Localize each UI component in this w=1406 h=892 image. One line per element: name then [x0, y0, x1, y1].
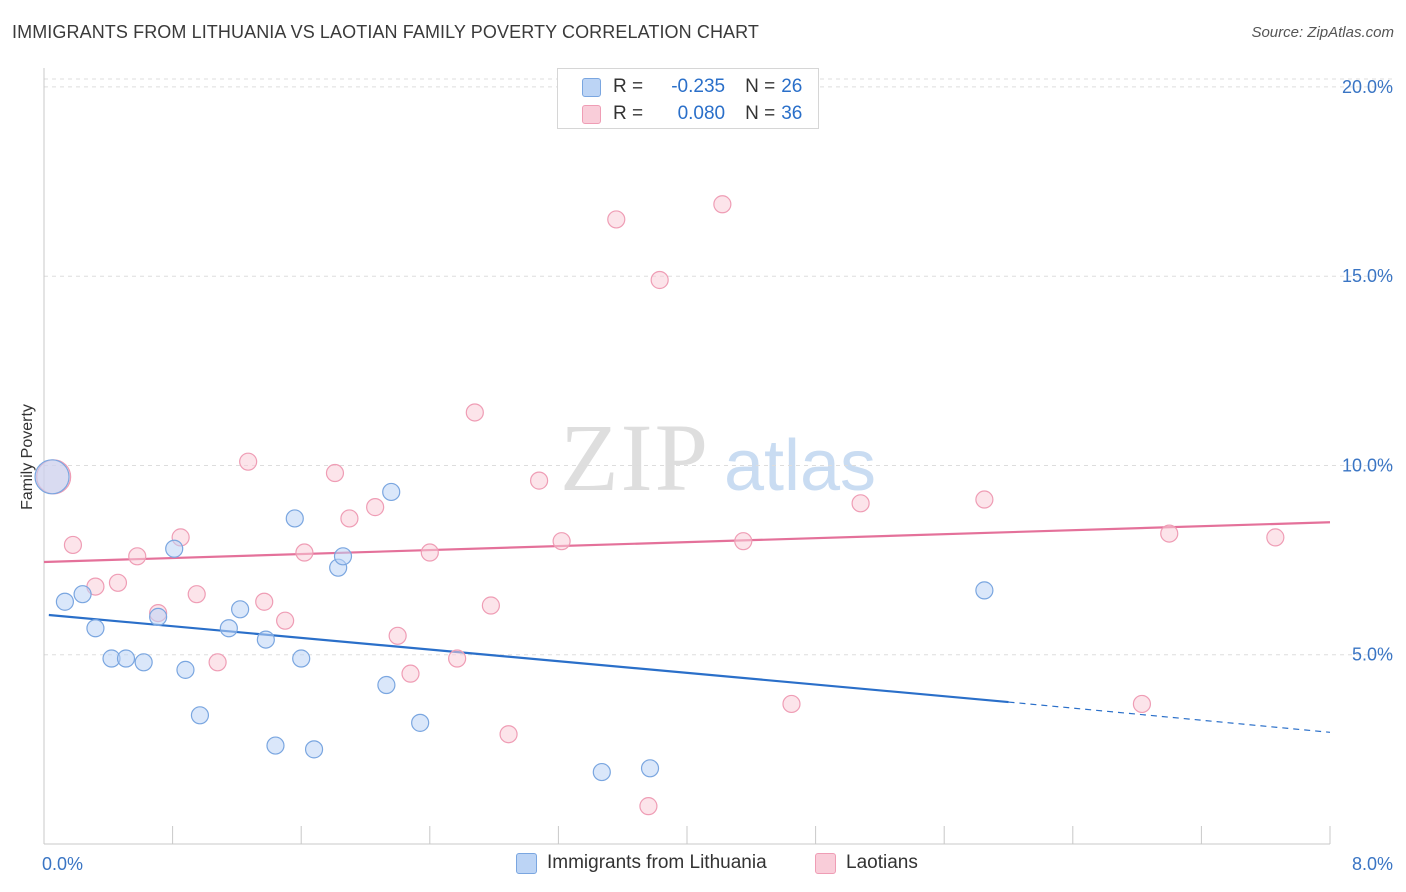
laotians-point [975, 490, 994, 509]
x-tick-label: 8.0% [1352, 854, 1393, 874]
laotians-point [734, 532, 753, 551]
legend-swatch-pink [815, 852, 836, 874]
laotians-point [255, 592, 274, 611]
laotians-point [448, 649, 467, 668]
lithuania-point [176, 660, 195, 679]
legend-r-value: 0.080 [677, 103, 726, 124]
lithuania-point [73, 585, 92, 604]
watermark-zip: ZIP [560, 404, 710, 511]
laotians-point [481, 596, 500, 615]
legend-row-lithuania: R = -0.235 N = 26 [582, 76, 802, 98]
legend-r-label: R = [613, 76, 644, 97]
legend-n-value: 26 [781, 76, 803, 97]
laotians-trend-line [43, 521, 1331, 564]
legend-item-lithuania[interactable]: Immigrants from Lithuania [516, 852, 767, 874]
y-tick-label: 5.0% [1352, 645, 1393, 665]
lithuania-point [411, 713, 430, 732]
watermark-atlas: atlas [724, 426, 876, 506]
lithuania-point [592, 762, 611, 782]
laotians-point [639, 797, 658, 816]
laotians-point [276, 611, 295, 630]
laotians-point [650, 270, 669, 290]
trend-lines [43, 521, 1331, 733]
lithuania-point [231, 600, 250, 619]
laotians-point [552, 532, 571, 551]
tick-labels: 5.0% 10.0% 15.0% 20.0% 0.0% 8.0% [42, 77, 1393, 874]
laotians-point [108, 573, 128, 592]
legend-r-value: -0.235 [671, 76, 726, 97]
correlation-legend: R = -0.235 N = 26 R = 0.080 N = 36 [557, 68, 819, 129]
legend-r-label: R = [613, 103, 644, 124]
laotians-point [782, 694, 801, 714]
legend-label-lithuania: Immigrants from Lithuania [547, 852, 767, 873]
lithuania-point [219, 619, 238, 638]
laotians-point [388, 626, 407, 645]
legend-row-laotians: R = 0.080 N = 36 [582, 103, 802, 125]
legend-swatch-blue [516, 852, 537, 874]
laotians-point [325, 463, 345, 483]
laotians-point [499, 725, 518, 744]
lithuania-point [333, 547, 353, 566]
y-tick-label: 15.0% [1342, 266, 1393, 286]
data-points [34, 195, 1285, 816]
lithuania-point [165, 539, 184, 558]
legend-n-label: N = [745, 76, 776, 97]
laotians-point [420, 543, 439, 562]
laotians-point [530, 471, 549, 490]
lithuania-point [55, 592, 74, 611]
laotians-point [465, 403, 484, 422]
lithuania-point [304, 740, 324, 759]
laotians-point [713, 195, 732, 214]
legend-label-laotians: Laotians [846, 852, 918, 873]
laotians-point [851, 494, 870, 513]
lithuania-point [640, 759, 660, 778]
lithuania-trend-line [48, 613, 1009, 704]
legend-item-laotians[interactable]: Laotians [815, 852, 918, 874]
laotians-point [1160, 524, 1179, 543]
lithuania-point [116, 649, 136, 668]
chart-source: Source: ZipAtlas.com [1251, 24, 1394, 41]
lithuania-point [266, 736, 285, 755]
legend-swatch-pink [582, 104, 601, 124]
chart-title: IMMIGRANTS FROM LITHUANIA VS LAOTIAN FAM… [12, 22, 760, 42]
laotians-point [340, 509, 359, 528]
lithuania-point [285, 509, 304, 528]
laotians-point [1132, 694, 1152, 714]
laotians-point [63, 535, 83, 555]
series-legend: Immigrants from Lithuania Laotians [0, 852, 1406, 876]
lithuania-point [86, 619, 105, 638]
lithuania-point [256, 630, 275, 649]
lithuania-trend-extension [1008, 701, 1331, 733]
y-tick-label: 20.0% [1342, 77, 1393, 97]
lithuania-point [975, 581, 994, 600]
lithuania-point [292, 649, 311, 668]
lithuania-point [134, 653, 153, 672]
laotians-point [187, 585, 206, 604]
lithuania-point [377, 675, 396, 695]
laotians-point [1266, 528, 1285, 547]
legend-swatch-blue [582, 77, 601, 97]
laotians-point [128, 547, 147, 566]
laotians-point [239, 452, 258, 471]
laotians-point [366, 498, 385, 517]
legend-n-value: 36 [781, 103, 803, 124]
laotians-point [295, 543, 314, 562]
lithuania-point [190, 706, 210, 725]
laotians-point [401, 664, 420, 683]
x-tick-label: 0.0% [42, 854, 83, 874]
lithuania-point [382, 482, 401, 502]
legend-n-label: N = [745, 103, 776, 124]
axes [43, 68, 1331, 845]
laotians-point [208, 653, 227, 672]
lithuania-point [34, 459, 70, 495]
lithuania-point [149, 607, 168, 626]
laotians-point [607, 210, 626, 229]
grid-lines [44, 78, 1392, 656]
y-tick-label: 10.0% [1342, 455, 1393, 475]
